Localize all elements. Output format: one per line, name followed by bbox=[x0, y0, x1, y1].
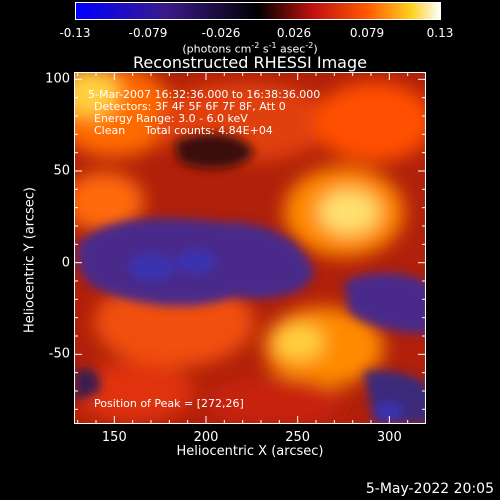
date-stamp: 5-May-2022 20:05 bbox=[365, 481, 494, 497]
y-tick-label: 0 bbox=[61, 255, 70, 271]
peak-position-text: Position of Peak = [272,26] bbox=[94, 397, 244, 410]
heatmap-absorption bbox=[74, 133, 426, 424]
y-axis-label: Heliocentric Y (arcsec) bbox=[22, 187, 38, 333]
x-tick-label: 250 bbox=[285, 430, 311, 445]
colorbar-tick: 0.13 bbox=[426, 26, 454, 40]
chart-title: Reconstructed RHESSI Image bbox=[133, 53, 367, 72]
x-tick-label: 300 bbox=[376, 430, 402, 445]
algorithm-text: Clean bbox=[94, 124, 126, 137]
plot-frame bbox=[74, 72, 426, 424]
y-tick-label: -50 bbox=[48, 346, 70, 362]
colorbar-tick: 0.079 bbox=[349, 26, 385, 40]
colorbar-tick: -0.026 bbox=[201, 26, 241, 40]
y-tick-label: 50 bbox=[53, 163, 70, 179]
x-tick-label: 200 bbox=[193, 430, 219, 445]
colorbar-tick: -0.079 bbox=[128, 26, 168, 40]
y-tick-label: 100 bbox=[45, 71, 70, 87]
colorbar bbox=[75, 2, 441, 20]
colorbar-tick: 0.026 bbox=[276, 26, 312, 40]
heatmap-svg bbox=[74, 72, 427, 424]
colorbar-unit: (photons cm-2 s-1 asec-2) bbox=[182, 41, 318, 56]
time-range-text: 5-Mar-2007 16:32:36.000 to 16:38:36.000 bbox=[88, 88, 321, 101]
plot-area bbox=[74, 72, 427, 424]
detectors-text: Detectors: 3F 4F 5F 6F 7F 8F, Att 0 bbox=[94, 100, 286, 113]
colorbar-gradient bbox=[75, 2, 441, 20]
x-axis-label: Heliocentric X (arcsec) bbox=[176, 444, 324, 459]
energy-range-text: Energy Range: 3.0 - 6.0 keV bbox=[94, 112, 248, 125]
total-counts-text: Total counts: 4.84E+04 bbox=[145, 124, 273, 137]
colorbar-tick: -0.13 bbox=[59, 26, 91, 40]
x-tick-label: 150 bbox=[101, 430, 127, 445]
